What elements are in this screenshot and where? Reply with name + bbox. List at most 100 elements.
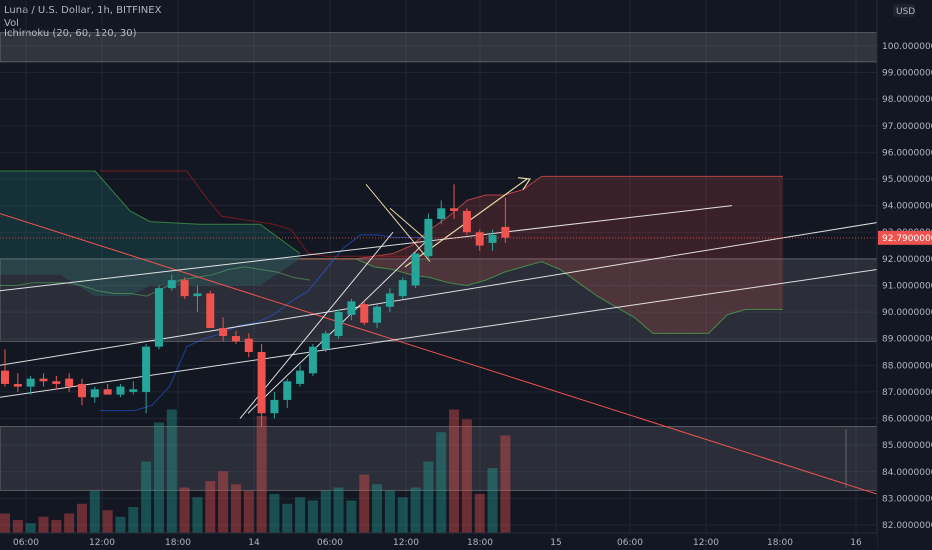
- time-tick-label: 06:00: [13, 538, 39, 548]
- candle: [103, 383, 112, 395]
- volume-bar: [128, 507, 139, 533]
- candle-body: [462, 210, 471, 233]
- volume-bar: [487, 468, 498, 533]
- candle: [13, 373, 22, 392]
- volume-bar: [0, 513, 10, 533]
- cloud-segment: [764, 176, 783, 310]
- candle: [193, 285, 202, 313]
- pattern-leg-2: [389, 207, 431, 244]
- price-tick-label: 100.00000000: [882, 42, 932, 52]
- candle: [219, 317, 228, 342]
- cloud-segment: [522, 176, 542, 267]
- price-tick-label: 90.00000000: [882, 308, 932, 318]
- candle-body: [296, 370, 305, 384]
- price-tick-label: 83.00000000: [882, 494, 932, 504]
- candle-body: [90, 389, 99, 398]
- volume-bar: [89, 490, 100, 533]
- price-tick-label: 89.00000000: [882, 335, 932, 345]
- candle: [488, 229, 497, 251]
- volume-bar: [372, 484, 383, 533]
- ichimoku-indicator-label[interactable]: Ichimoku (20, 60, 120, 30): [4, 28, 137, 39]
- volume-bar: [423, 461, 434, 533]
- price-tick-label: 98.00000000: [882, 95, 932, 105]
- cloud-segment: [448, 200, 468, 286]
- time-tick-label: 06:00: [617, 538, 643, 548]
- volume-bar: [295, 497, 306, 533]
- cloud-segment: [374, 253, 393, 270]
- zone-top: [0, 32, 878, 63]
- candle-body: [385, 293, 394, 307]
- span-b-line: [300, 175, 783, 260]
- candle: [501, 197, 510, 243]
- current-price-label: 92.79000000: [882, 234, 932, 244]
- candle-body: [360, 304, 369, 323]
- price-tick-label: 95.00000000: [882, 175, 932, 185]
- chart-title: Luna / U.S. Dollar, 1h, BITFINEX: [4, 5, 162, 16]
- cloud-segment: [690, 176, 709, 334]
- volume-bar: [307, 500, 318, 533]
- volume-bar: [333, 487, 344, 533]
- candle-body: [283, 381, 292, 400]
- candle-body: [77, 383, 86, 398]
- cloud-segment: [392, 245, 412, 275]
- candle-body: [321, 333, 330, 350]
- price-tick-label: 85.00000000: [882, 441, 932, 451]
- volume-indicator-label[interactable]: Vol: [4, 18, 19, 29]
- price-tick-label: 99.00000000: [882, 69, 932, 79]
- volume-bar: [51, 520, 62, 533]
- candle-body: [13, 383, 22, 387]
- cloud-segment: [541, 176, 561, 270]
- candle-body: [65, 378, 74, 387]
- candle: [347, 298, 356, 321]
- candle-body: [206, 293, 215, 329]
- volume-bar: [320, 490, 331, 533]
- candle: [142, 344, 151, 414]
- candle-body: [257, 352, 266, 414]
- candle-body: [475, 232, 484, 246]
- candle-body: [116, 386, 125, 395]
- volume-bar: [500, 435, 511, 533]
- zone-mid: [0, 258, 878, 342]
- price-tick-label: 91.00000000: [882, 281, 932, 291]
- price-tick-label: 92.00000000: [882, 255, 932, 265]
- candle: [39, 373, 48, 387]
- cloud-segment: [615, 176, 635, 318]
- candle-body: [347, 301, 356, 315]
- volume-bar: [192, 497, 203, 533]
- lower-channel-line: [0, 261, 932, 398]
- candle-body: [167, 280, 176, 289]
- volume-bar: [12, 520, 23, 533]
- cloud-segment: [708, 176, 728, 334]
- candle-body: [39, 378, 48, 382]
- candle: [257, 344, 266, 427]
- candle-body: [244, 338, 253, 353]
- time-axis: 06:00 12:00 18:00 14 06:00 12:00 18:00 15 06:00 1…: [0, 532, 877, 550]
- price-tick-label: 88.00000000: [882, 361, 932, 371]
- candle-body: [411, 253, 420, 286]
- candle: [180, 277, 189, 299]
- candle-body: [129, 389, 138, 392]
- conversion-line: [100, 234, 430, 412]
- price-axis-bg: [877, 0, 932, 550]
- cloud-segment: [355, 256, 375, 267]
- candle-body: [180, 280, 189, 297]
- volume-bar: [410, 487, 421, 533]
- time-tick-label: 18:00: [767, 538, 793, 548]
- candle-body: [308, 346, 317, 374]
- volume-bar: [76, 503, 87, 533]
- volume-bars: [0, 409, 511, 533]
- volume-bar: [243, 490, 254, 533]
- candle: [450, 184, 459, 219]
- candle-body: [52, 381, 61, 384]
- volume-bar: [449, 409, 460, 533]
- volume-bar: [64, 513, 75, 533]
- candle: [26, 375, 35, 395]
- candle-body: [26, 378, 35, 387]
- time-tick-label: 15: [550, 538, 561, 548]
- price-tick-label: 96.00000000: [882, 148, 932, 158]
- candle-body: [142, 346, 151, 392]
- candle-body: [270, 399, 279, 414]
- candle-body: [154, 288, 163, 347]
- candle: [308, 344, 317, 376]
